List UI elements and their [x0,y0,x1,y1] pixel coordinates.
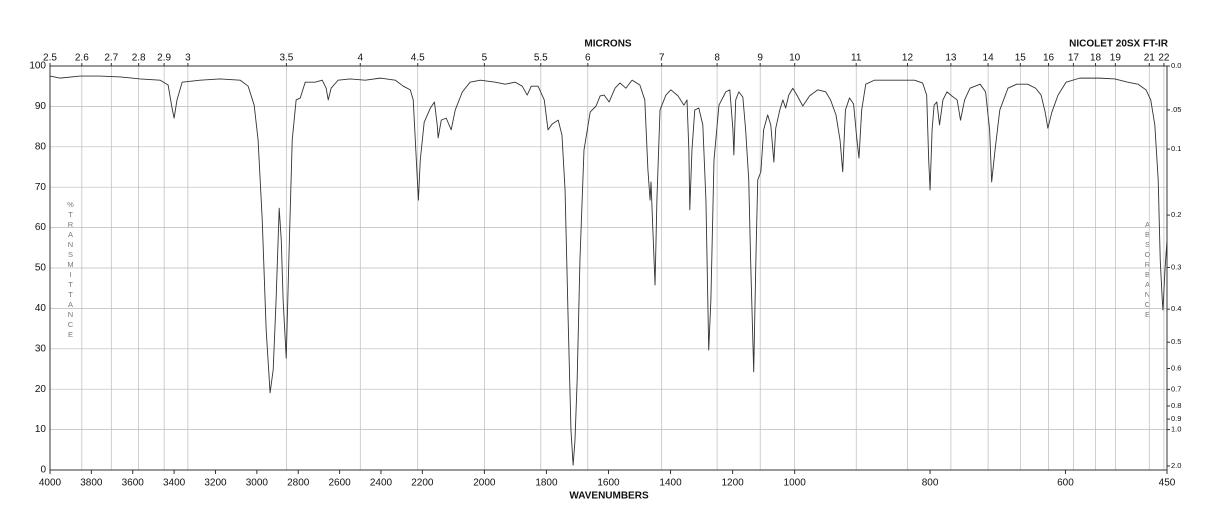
x-tick-label: 1600 [597,478,620,489]
x2-tick-label: 16 [1043,53,1055,64]
y2-tick-label: 0.8 [1171,401,1181,410]
x-tick-label: 1200 [721,478,744,489]
x-tick-label: 1800 [535,478,558,489]
y-tick-label: 80 [35,141,47,152]
y2-tick-label: 0.7 [1171,384,1181,393]
y-tick-label: 30 [35,343,47,354]
x-tick-label: 600 [1057,478,1074,489]
y2-tick-label: 1.0 [1171,425,1181,434]
y2-tick-label: .05 [1171,105,1181,114]
x2-tick-label: 3.5 [279,53,293,64]
x2-tick-label: 12 [902,53,914,64]
x2-tick-label: 17 [1068,53,1080,64]
x2-axis-label: MICRONS [584,39,632,50]
x2-tick-label: 14 [983,53,995,64]
x-axis-label: WAVENUMBERS [569,491,649,502]
x2-tick-label: 6 [585,53,591,64]
x2-tick-label: 9 [757,53,763,64]
y-tick-label: 0 [40,465,46,476]
x-tick-label: 3400 [163,478,186,489]
x2-tick-label: 11 [851,53,862,64]
x-tick-label: 2200 [411,478,434,489]
y2-tick-label: 0.6 [1171,364,1181,373]
y-tick-label: 100 [29,61,46,72]
x-tick-label: 2000 [473,478,496,489]
y2-tick-label: 0.9 [1171,414,1181,423]
y2-tick-label: 0.4 [1171,304,1181,313]
y-axis-label: %TRANSMITTANCE [66,200,75,340]
x2-tick-label: 2.7 [104,53,118,64]
y-tick-label: 70 [35,182,47,193]
x2-tick-label: 2.6 [75,53,89,64]
x2-tick-label: 4.5 [411,53,425,64]
x-tick-label: 1400 [659,478,682,489]
y-tick-label: 10 [35,424,47,435]
x2-tick-label: 10 [789,53,801,64]
y-tick-label: 50 [35,263,47,274]
y2-tick-label: 0.5 [1171,337,1181,346]
x2-tick-label: 7 [659,53,665,64]
y-tick-label: 60 [35,222,47,233]
x-tick-label: 3000 [246,478,269,489]
x2-tick-label: 5 [482,53,488,64]
y-tick-label: 40 [35,303,47,314]
y2-tick-label: 0.3 [1171,263,1181,272]
y2-tick-label: 2.0 [1171,461,1181,470]
x2-tick-label: 18 [1090,53,1102,64]
y2-axis-label: ABSORBANCE [1143,220,1152,320]
plot-frame [49,65,1168,471]
x2-tick-label: 3 [185,53,191,64]
x-tick-label: 3600 [122,478,145,489]
y2-tick-label: 0.1 [1171,144,1181,153]
x-tick-label: 4000 [39,478,62,489]
x2-tick-label: 15 [1015,53,1027,64]
y2-tick-label: 0.2 [1171,210,1181,219]
x-tick-label: 3200 [204,478,227,489]
x2-tick-label: 13 [945,53,957,64]
x-tick-label: 800 [922,478,939,489]
x-tick-label: 450 [1159,478,1176,489]
x2-tick-label: 4 [357,53,363,64]
y-tick-label: 90 [35,101,47,112]
x2-tick-label: 21 [1144,53,1156,64]
x2-tick-label: 19 [1110,53,1122,64]
y-tick-label: 20 [35,384,47,395]
x2-tick-label: 5.5 [534,53,548,64]
x2-tick-label: 22 [1158,53,1170,64]
x-tick-label: 2800 [287,478,310,489]
x-tick-label: 2400 [370,478,393,489]
x-tick-label: 1000 [784,478,807,489]
y2-tick-label: 0.0 [1171,61,1181,70]
x2-tick-label: 2.9 [157,53,171,64]
x-tick-label: 3800 [80,478,103,489]
x2-tick-label: 8 [714,53,720,64]
x2-tick-label: 2.5 [43,53,57,64]
x-tick-label: 2600 [328,478,351,489]
spectrum-line [49,75,1168,466]
chart-title: NICOLET 20SX FT-IR [1069,39,1169,50]
x2-tick-label: 2.8 [132,53,146,64]
